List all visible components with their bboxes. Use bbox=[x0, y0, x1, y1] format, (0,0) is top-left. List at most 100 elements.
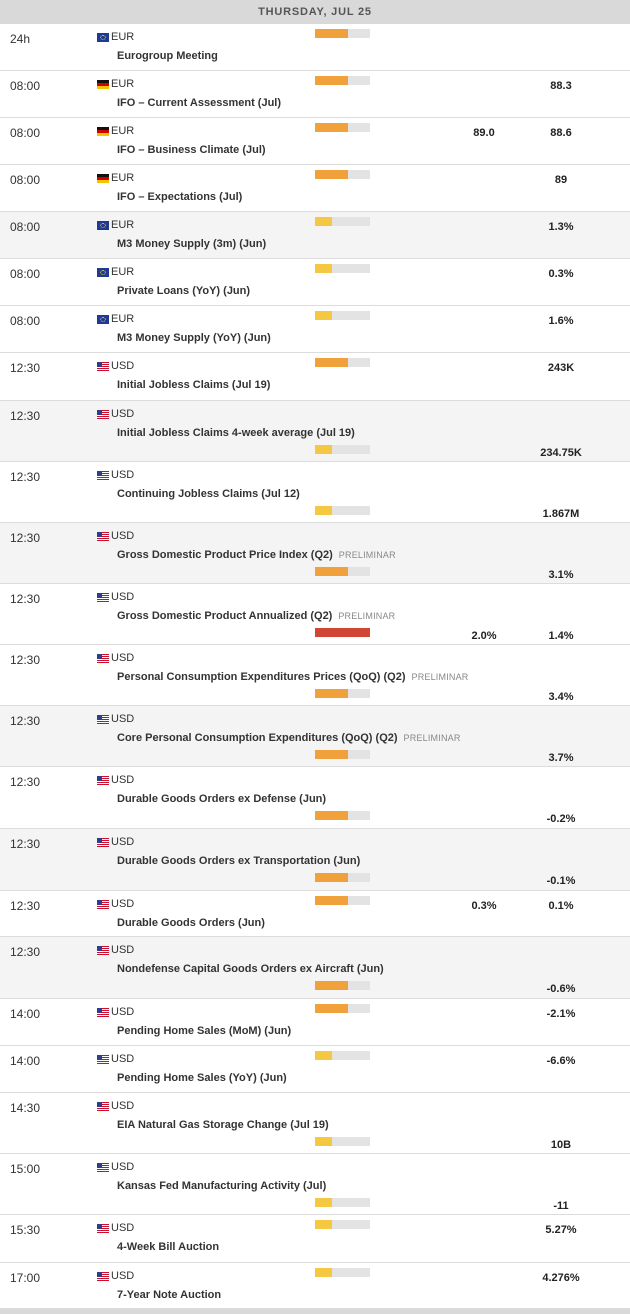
event-title[interactable]: IFO – Business Climate (Jul) bbox=[117, 144, 266, 156]
event-title[interactable]: Pending Home Sales (MoM) (Jun) bbox=[117, 1025, 291, 1037]
event-title[interactable]: 7-Year Note Auction bbox=[117, 1289, 221, 1301]
previous-value: -0.2% bbox=[546, 813, 576, 825]
event-title[interactable]: Durable Goods Orders ex Transportation (… bbox=[117, 855, 360, 867]
us-flag-icon bbox=[97, 1101, 109, 1111]
event-row[interactable]: 08:00 EUR M3 Money Supply (3m) (Jun) 1.3% bbox=[0, 212, 630, 259]
event-title[interactable]: IFO – Current Assessment (Jul) bbox=[117, 97, 281, 109]
impact-bar bbox=[315, 170, 370, 179]
event-currency: EUR bbox=[97, 31, 134, 43]
event-title[interactable]: Durable Goods Orders (Jun) bbox=[117, 917, 265, 929]
event-title[interactable]: Pending Home Sales (YoY) (Jun) bbox=[117, 1072, 287, 1084]
event-row[interactable]: 12:30 USD Continuing Jobless Claims (Jul 1… bbox=[0, 462, 630, 523]
event-currency: USD bbox=[97, 1161, 134, 1173]
impact-bar bbox=[315, 311, 370, 320]
event-row[interactable]: 12:30 USD Personal Consumption Expenditure… bbox=[0, 645, 630, 706]
event-row[interactable]: 08:00 EUR IFO – Current Assessment (Jul) 88… bbox=[0, 71, 630, 118]
event-title[interactable]: Gross Domestic Product Price Index (Q2) P… bbox=[117, 549, 396, 561]
event-row[interactable]: 12:30 USD Durable Goods Orders (Jun) 0.3% 0.… bbox=[0, 891, 630, 937]
us-flag-icon bbox=[97, 470, 109, 480]
event-title[interactable]: Private Loans (YoY) (Jun) bbox=[117, 285, 250, 297]
event-row[interactable]: 15:30 USD 4-Week Bill Auction 5.27% bbox=[0, 1215, 630, 1263]
event-row[interactable]: 15:00 USD Kansas Fed Manufacturing Activit… bbox=[0, 1154, 630, 1215]
currency-code: USD bbox=[111, 1161, 135, 1173]
event-time: 12:30 bbox=[10, 945, 41, 959]
event-row[interactable]: 12:30 USD Durable Goods Orders ex Transpor… bbox=[0, 829, 630, 891]
event-row[interactable]: 12:30 USD Gross Domestic Product Annualize… bbox=[0, 584, 630, 645]
event-time: 24h bbox=[10, 32, 31, 46]
event-title-text: M3 Money Supply (YoY) (Jun) bbox=[117, 332, 271, 344]
currency-code: USD bbox=[111, 1006, 135, 1018]
event-row[interactable]: 08:00 EUR M3 Money Supply (YoY) (Jun) 1.6% bbox=[0, 306, 630, 353]
currency-code: USD bbox=[111, 944, 135, 956]
event-row[interactable]: 14:00 USD Pending Home Sales (MoM) (Jun) -2… bbox=[0, 999, 630, 1046]
previous-value: -2.1% bbox=[546, 1008, 576, 1020]
event-currency: EUR bbox=[97, 313, 134, 325]
event-time: 12:30 bbox=[10, 837, 41, 851]
event-title[interactable]: M3 Money Supply (YoY) (Jun) bbox=[117, 332, 271, 344]
event-row[interactable]: 24h EUR Eurogroup Meeting bbox=[0, 24, 630, 71]
event-title-text: Eurogroup Meeting bbox=[117, 50, 218, 62]
event-title[interactable]: Eurogroup Meeting bbox=[117, 50, 218, 62]
event-title[interactable]: Initial Jobless Claims 4-week average (J… bbox=[117, 427, 355, 439]
impact-bar bbox=[315, 1198, 370, 1207]
event-title-text: Durable Goods Orders ex Transportation (… bbox=[117, 855, 361, 867]
impact-bar-fill bbox=[315, 1220, 332, 1229]
event-title[interactable]: Kansas Fed Manufacturing Activity (Jul) bbox=[117, 1180, 326, 1192]
event-time: 15:00 bbox=[10, 1162, 41, 1176]
event-title[interactable]: Personal Consumption Expenditures Prices… bbox=[117, 671, 469, 683]
previous-value: 3.7% bbox=[548, 752, 574, 764]
event-time: 08:00 bbox=[10, 79, 41, 93]
impact-bar bbox=[315, 1004, 370, 1013]
us-flag-icon bbox=[97, 1271, 109, 1281]
event-row[interactable]: 08:00 EUR IFO – Business Climate (Jul) 89.0… bbox=[0, 118, 630, 165]
previous-value: 243K bbox=[547, 362, 575, 374]
event-row[interactable]: 08:00 EUR IFO – Expectations (Jul) 89 bbox=[0, 165, 630, 212]
event-title[interactable]: IFO – Expectations (Jul) bbox=[117, 191, 242, 203]
event-title[interactable]: Continuing Jobless Claims (Jul 12) bbox=[117, 488, 300, 500]
impact-bar bbox=[315, 689, 370, 698]
event-row[interactable]: 14:30 USD EIA Natural Gas Storage Change (… bbox=[0, 1093, 630, 1154]
previous-value: 89 bbox=[554, 174, 568, 186]
impact-bar bbox=[315, 264, 370, 273]
eu-flag-icon bbox=[97, 314, 109, 324]
impact-bar-fill bbox=[315, 1137, 332, 1146]
previous-value: 1.4% bbox=[548, 630, 574, 642]
impact-bar-fill bbox=[315, 358, 348, 367]
impact-bar-fill bbox=[315, 445, 332, 454]
event-row[interactable]: 12:30 USD Gross Domestic Product Price Ind… bbox=[0, 523, 630, 584]
currency-code: EUR bbox=[111, 266, 135, 278]
event-time: 14:00 bbox=[10, 1007, 41, 1021]
impact-bar-fill bbox=[315, 123, 348, 132]
event-currency: EUR bbox=[97, 266, 134, 278]
event-row[interactable]: 14:00 USD Pending Home Sales (YoY) (Jun) -6… bbox=[0, 1046, 630, 1093]
event-row[interactable]: 12:30 USD Initial Jobless Claims (Jul 19) 2… bbox=[0, 353, 630, 401]
impact-bar-fill bbox=[315, 981, 348, 990]
event-row[interactable]: 12:30 USD Durable Goods Orders ex Defense … bbox=[0, 767, 630, 829]
event-row[interactable]: 17:00 USD 7-Year Note Auction 4.276% bbox=[0, 1263, 630, 1309]
event-title[interactable]: Initial Jobless Claims (Jul 19) bbox=[117, 379, 270, 391]
event-title[interactable]: Core Personal Consumption Expenditures (… bbox=[117, 732, 461, 744]
event-row[interactable]: 08:00 EUR Private Loans (YoY) (Jun) 0.3% bbox=[0, 259, 630, 306]
us-flag-icon bbox=[97, 775, 109, 785]
event-title[interactable]: M3 Money Supply (3m) (Jun) bbox=[117, 238, 266, 250]
event-row[interactable]: 12:30 USD Initial Jobless Claims 4-week av… bbox=[0, 401, 630, 462]
impact-bar bbox=[315, 1051, 370, 1060]
impact-bar bbox=[315, 76, 370, 85]
currency-code: USD bbox=[111, 591, 135, 603]
event-row[interactable]: 12:30 USD Core Personal Consumption Expend… bbox=[0, 706, 630, 767]
event-currency: USD bbox=[97, 1053, 134, 1065]
impact-bar-fill bbox=[315, 873, 348, 882]
event-title[interactable]: EIA Natural Gas Storage Change (Jul 19) bbox=[117, 1119, 329, 1131]
event-title[interactable]: Nondefense Capital Goods Orders ex Aircr… bbox=[117, 963, 384, 975]
previous-value: 1.3% bbox=[548, 221, 574, 233]
event-title[interactable]: Durable Goods Orders ex Defense (Jun) bbox=[117, 793, 326, 805]
bottom-divider bbox=[0, 1309, 630, 1314]
previous-value: 88.6 bbox=[550, 127, 572, 139]
event-title[interactable]: Gross Domestic Product Annualized (Q2) PR… bbox=[117, 610, 395, 622]
impact-bar-fill bbox=[315, 1051, 332, 1060]
event-title[interactable]: 4-Week Bill Auction bbox=[117, 1241, 219, 1253]
event-title-text: Private Loans (YoY) (Jun) bbox=[117, 285, 251, 297]
us-flag-icon bbox=[97, 945, 109, 955]
event-row[interactable]: 12:30 USD Nondefense Capital Goods Orders … bbox=[0, 937, 630, 999]
previous-value: 0.3% bbox=[548, 268, 574, 280]
